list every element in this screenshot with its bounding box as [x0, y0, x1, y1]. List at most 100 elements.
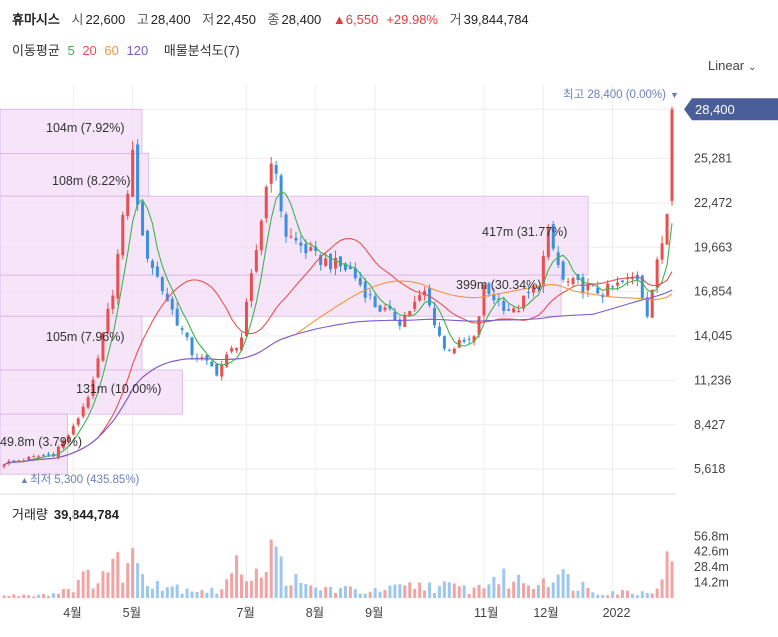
volume-bar — [136, 563, 140, 598]
volume-axis-tick: 42.6m — [694, 545, 729, 559]
volume-bar — [61, 589, 65, 598]
volume-pane-value: 39,844,784 — [53, 507, 119, 522]
volume-bar — [145, 586, 149, 598]
candle-body — [17, 460, 21, 462]
volume-bar — [358, 593, 362, 598]
last-price-label: 28,400 — [695, 102, 735, 117]
ma-60-label[interactable]: 60 — [104, 43, 119, 58]
candle-body — [512, 308, 516, 313]
candle-body — [630, 277, 634, 279]
candle-body — [437, 326, 441, 336]
candle-body — [621, 280, 625, 283]
volume-bar — [462, 585, 466, 598]
volume-bar — [625, 590, 629, 598]
candle-body — [428, 288, 432, 306]
candle-body — [27, 456, 31, 460]
volume-bar — [388, 585, 392, 598]
volume-bar — [195, 591, 199, 598]
candle-body — [150, 260, 154, 268]
chevron-down-icon[interactable]: ⌄ — [748, 62, 757, 73]
volume-bar — [289, 585, 293, 598]
candle-body — [670, 109, 674, 201]
volume-bar — [175, 584, 179, 598]
volume-bar — [665, 551, 669, 598]
volume-profile-label[interactable]: 매물분석도(7) — [163, 43, 240, 58]
volume-bar — [131, 548, 135, 598]
last-price-tag — [684, 98, 778, 121]
scale-selector[interactable]: Linear ⌄ — [708, 58, 757, 73]
candle-body — [640, 275, 644, 299]
volume-bar — [670, 561, 674, 598]
volume-bar — [126, 563, 130, 598]
volume-bar — [91, 588, 95, 598]
volume-bar — [121, 582, 125, 598]
candle-body — [645, 297, 649, 317]
candle-body — [264, 186, 268, 219]
volume-bar — [111, 558, 115, 598]
volume-bar — [418, 582, 422, 598]
volume-bar — [546, 587, 550, 598]
volume-bar — [403, 585, 407, 598]
candle-body — [96, 358, 100, 378]
high-value: 28,400 — [150, 12, 191, 27]
price-axis-tick: 8,427 — [694, 418, 725, 432]
volume-axis-tick: 56.8m — [694, 529, 729, 543]
ma-5-label[interactable]: 5 — [67, 43, 75, 58]
volume-profile-label: 104m (7.92%) — [46, 121, 125, 135]
candle-body — [368, 294, 372, 296]
low-value: 22,450 — [216, 12, 256, 27]
candle-body — [650, 289, 654, 318]
volume-bar — [616, 594, 620, 598]
scale-mode[interactable]: Linear — [708, 58, 745, 73]
volume-bar — [482, 588, 486, 598]
volume-bar — [581, 581, 585, 598]
time-axis-tick: 9월 — [365, 606, 383, 620]
ma-20-label[interactable]: 20 — [82, 43, 97, 58]
volume-bar — [155, 581, 159, 598]
open-label: 시 — [71, 12, 84, 27]
candle-body — [338, 256, 342, 267]
volume-bar — [591, 592, 595, 598]
volume-bar — [566, 573, 570, 598]
candle-body — [141, 201, 145, 236]
volume-bar — [274, 546, 278, 598]
volume-bar — [205, 592, 209, 598]
candle-body — [457, 340, 461, 348]
volume-bar — [165, 587, 169, 598]
volume-bar — [314, 587, 318, 598]
volume-bar — [27, 595, 31, 598]
time-axis-tick: 11월 — [474, 606, 498, 620]
ma-label[interactable]: 이동평균 — [12, 43, 60, 58]
candle-body — [517, 310, 521, 312]
candle-body — [126, 193, 130, 217]
volume-bar — [492, 576, 496, 598]
candle-body — [289, 236, 293, 238]
volume-bar — [393, 584, 397, 598]
candle-body — [462, 339, 466, 342]
volume-bar — [586, 587, 590, 598]
min-marker-arrow: ▲ — [20, 475, 29, 485]
volume-profile-band — [0, 413, 68, 475]
candle-body — [334, 257, 338, 269]
candle-body — [527, 292, 531, 294]
candle-body — [116, 253, 120, 299]
time-axis-tick: 12월 — [533, 606, 558, 620]
ma-120-label[interactable]: 120 — [126, 43, 149, 58]
candle-body — [561, 261, 565, 280]
volume-bar — [249, 580, 253, 598]
volume-bar — [225, 579, 229, 598]
volume-bar — [522, 583, 526, 598]
candle-body — [591, 284, 595, 286]
volume-bar — [353, 589, 357, 598]
volume-bar — [487, 584, 491, 598]
candle-body — [200, 357, 204, 359]
volume-bar — [42, 593, 46, 598]
volume-profile-label: 105m (7.96%) — [46, 330, 125, 344]
stock-name: 휴마시스 — [12, 12, 60, 27]
volume-bar — [655, 588, 659, 598]
time-axis-tick: 8월 — [306, 606, 324, 620]
candle-body — [413, 301, 417, 309]
volume-profile-band — [0, 274, 562, 317]
candle-body — [81, 406, 85, 417]
